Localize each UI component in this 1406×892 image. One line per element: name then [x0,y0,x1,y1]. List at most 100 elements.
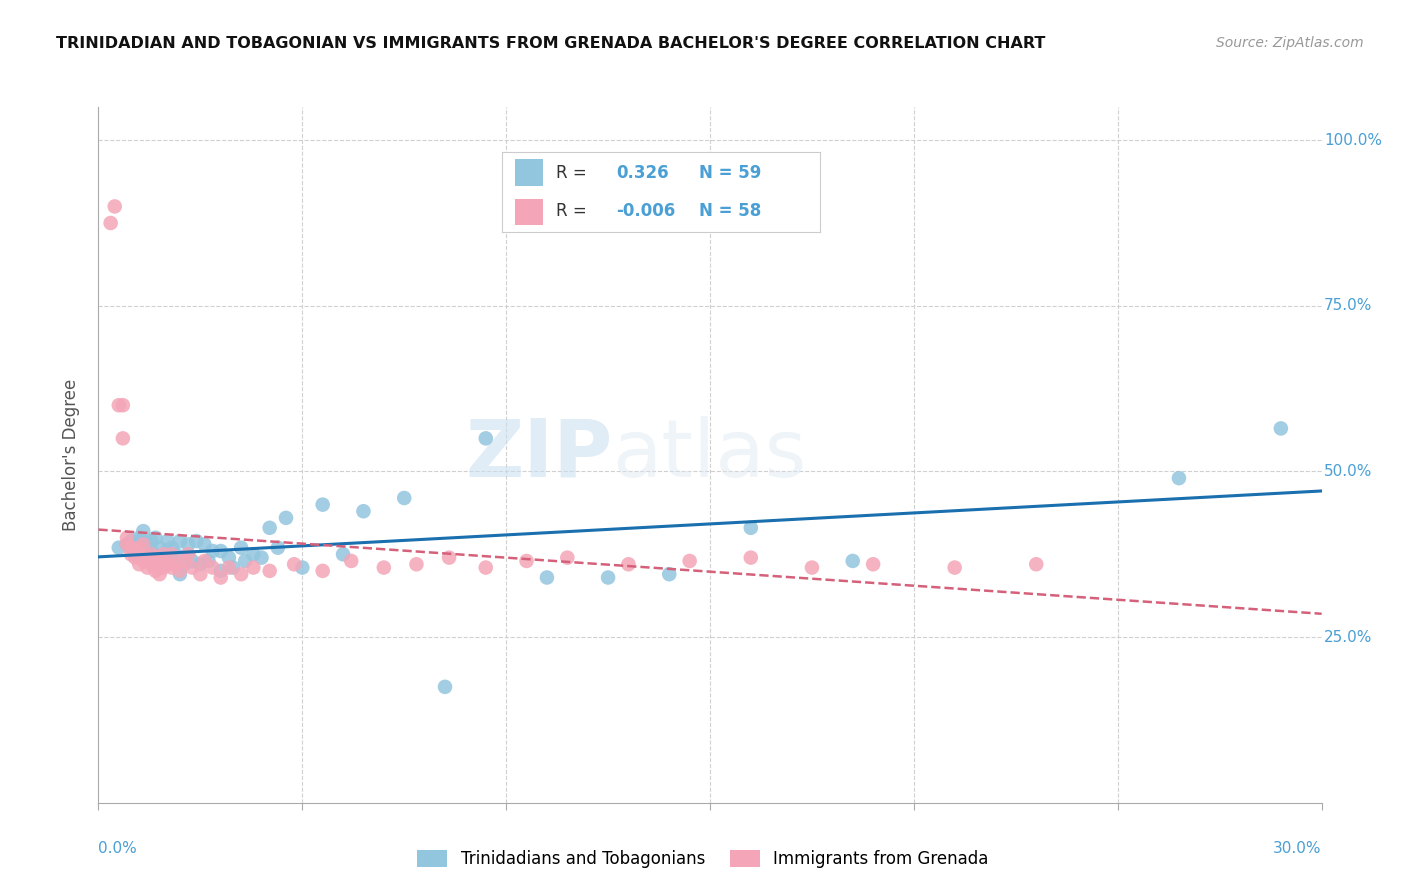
Bar [515,199,544,225]
Text: R =: R = [557,164,586,182]
Point [181,554,204,568]
Point [177,547,200,561]
Point [259,564,281,578]
Point [136,537,159,551]
Point [124,544,146,558]
Text: 30.0%: 30.0% [1274,841,1322,856]
Point [152,547,174,561]
Point [250,550,273,565]
Point [115,537,138,551]
Point [352,504,374,518]
Point [145,531,167,545]
Point [340,554,363,568]
Point [120,541,142,555]
Point [152,558,174,572]
Point [108,541,131,555]
Point [128,534,150,549]
Point [145,550,167,565]
Point [136,550,159,565]
Text: N = 58: N = 58 [699,202,762,220]
Point [181,560,204,574]
Point [111,398,134,412]
Point [149,567,172,582]
Point [173,558,195,572]
Point [283,558,305,572]
Point [222,560,245,574]
Point [312,498,335,512]
Point [128,544,150,558]
Point [392,491,416,505]
Point [801,560,824,574]
Point [405,558,427,572]
Point [128,541,150,555]
Point [160,560,183,574]
Point [259,521,281,535]
Point [658,567,681,582]
Point [120,534,142,549]
Text: atlas: atlas [612,416,807,494]
Point [231,567,253,582]
Point [145,564,167,578]
Point [149,541,172,555]
Point [193,554,215,568]
Point [188,558,212,572]
Point [152,560,174,574]
Text: 50.0%: 50.0% [1324,464,1372,479]
Point [141,558,163,572]
Point [145,550,167,565]
Point [679,554,702,568]
Point [141,547,163,561]
Point [136,560,159,574]
Point [201,560,224,574]
Point [124,550,146,565]
Point [474,560,498,574]
Point [104,199,127,213]
Point [160,541,183,555]
Point [100,216,122,230]
Point [141,544,163,558]
Text: -0.006: -0.006 [617,202,676,220]
Point [193,537,215,551]
Point [242,547,264,561]
Point [267,541,290,555]
Point [1270,421,1292,435]
Point [218,550,240,565]
Point [209,564,232,578]
Point [841,554,863,568]
Point [617,558,640,572]
Text: Source: ZipAtlas.com: Source: ZipAtlas.com [1216,36,1364,50]
Point [177,547,200,561]
Point [242,560,264,574]
Point [516,554,538,568]
Point [124,547,146,561]
Point [165,547,187,561]
Point [152,547,174,561]
Point [233,554,256,568]
Point [943,560,966,574]
Text: N = 59: N = 59 [699,164,762,182]
Point [115,531,138,545]
Point [373,560,395,574]
Point [149,554,172,568]
Point [186,534,208,549]
Point [111,431,134,445]
Point [740,521,762,535]
Point [156,534,179,549]
Point [165,558,187,572]
Point [209,570,232,584]
Point [332,547,354,561]
Text: 0.0%: 0.0% [98,841,138,856]
Point [188,567,212,582]
Point [136,547,159,561]
Point [231,541,253,555]
Point [132,524,155,538]
Point [149,550,172,565]
Text: 75.0%: 75.0% [1324,298,1372,313]
Text: ZIP: ZIP [465,416,612,494]
Text: 100.0%: 100.0% [1324,133,1382,148]
Point [1167,471,1189,485]
Point [160,550,183,565]
Point [434,680,457,694]
Point [108,398,131,412]
Point [1025,558,1047,572]
